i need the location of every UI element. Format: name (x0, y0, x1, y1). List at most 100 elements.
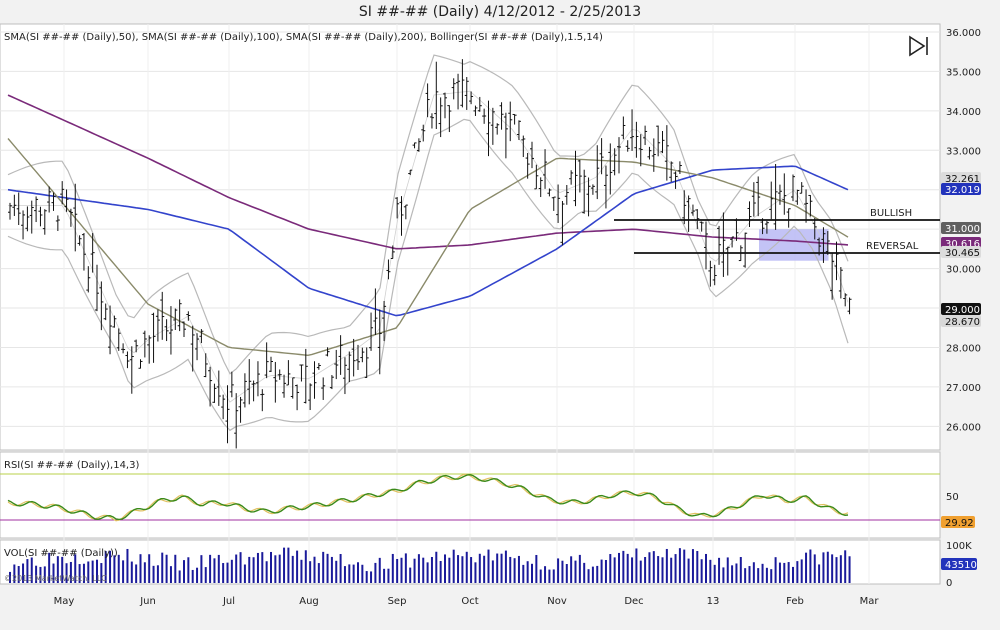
time-tick-4: Sep (388, 596, 407, 607)
price-bar-184 (808, 194, 813, 217)
time-tick-10: Mar (860, 596, 880, 607)
skip-end-icon[interactable] (909, 35, 928, 57)
volume-bar-187 (822, 552, 825, 583)
price-bar-189 (830, 252, 835, 300)
price-bar-82 (364, 347, 369, 378)
volume-bar-188 (826, 551, 829, 583)
price-bar-17 (81, 233, 86, 271)
volume-bar-146 (644, 557, 647, 583)
price-bar-176 (773, 163, 778, 230)
level-tag-4: 30.465 (941, 246, 981, 259)
price-bar-79 (351, 338, 356, 377)
price-bar-50 (225, 385, 230, 444)
volume-bar-127 (561, 560, 564, 583)
volume-bar-107 (474, 562, 477, 583)
price-bar-166 (730, 236, 735, 248)
price-bar-121 (534, 164, 539, 190)
price-bar-147 (647, 146, 652, 160)
price-bar-93 (412, 142, 417, 149)
volume-bar-145 (639, 560, 642, 583)
price-bar-143 (630, 109, 635, 151)
price-bar-138 (608, 143, 613, 195)
volume-bar-183 (805, 552, 808, 583)
volume-bar-95 (422, 557, 425, 583)
volume-bar-166 (731, 565, 734, 583)
price-bar-92 (408, 169, 413, 176)
volume-bar-168 (739, 557, 742, 583)
volume-bar-153 (674, 554, 677, 583)
volume-bar-170 (748, 566, 751, 583)
volume-bar-6 (35, 565, 38, 583)
rsi-tick-50: 50 (946, 492, 959, 503)
volume-bar-80 (357, 562, 359, 583)
volume-bar-53 (239, 552, 242, 583)
price-bar-112 (495, 123, 500, 135)
volume-bar-143 (631, 557, 634, 583)
price-bar-90 (399, 196, 404, 236)
volume-bar-125 (552, 569, 555, 583)
volume-bar-61 (274, 555, 277, 583)
price-bar-8 (42, 209, 47, 235)
price-bar-156 (686, 195, 691, 232)
price-bar-175 (769, 181, 774, 220)
volume-bar-57 (256, 552, 259, 583)
price-bar-146 (643, 125, 648, 146)
price-bar-13 (64, 189, 69, 212)
volume-bar-44 (200, 555, 203, 583)
volume-bar-131 (578, 554, 581, 583)
price-bar-132 (582, 169, 587, 214)
price-bar-77 (342, 357, 347, 395)
price-bar-111 (490, 107, 495, 145)
volume-bar-89 (396, 558, 399, 583)
price-bar-74 (329, 375, 334, 390)
price-bars (8, 59, 852, 449)
price-bar-172 (756, 176, 761, 217)
volume-bar-190 (835, 557, 838, 583)
price-indicator-label: SMA(SI ##-## (Daily),50), SMA(SI ##-## (… (4, 32, 603, 43)
price-bar-171 (751, 182, 756, 217)
price-bar-36 (164, 319, 169, 342)
price-bar-190 (834, 241, 839, 281)
price-bar-33 (151, 312, 156, 363)
price-bar-108 (477, 96, 482, 112)
price-bar-80 (356, 344, 360, 370)
price-bar-48 (216, 370, 221, 406)
volume-bar-152 (670, 557, 673, 583)
price-bar-94 (416, 138, 421, 152)
price-bar-70 (312, 361, 317, 399)
price-bar-18 (86, 266, 91, 293)
price-bar-10 (51, 192, 56, 211)
volume-bar-102 (452, 549, 455, 583)
price-bar-113 (499, 102, 504, 130)
price-bar-53 (238, 396, 243, 423)
price-bar-89 (395, 197, 400, 219)
price-bar-46 (208, 366, 213, 407)
volume-bar-54 (243, 564, 246, 583)
volume-bar-164 (722, 567, 725, 583)
volume-bar-133 (587, 569, 590, 583)
price-bar-148 (651, 138, 656, 172)
price-bar-163 (717, 225, 722, 265)
volume-bar-31 (143, 562, 146, 583)
price-bar-109 (482, 108, 487, 124)
volume-bar-77 (343, 566, 346, 583)
sma-200-line (7, 94, 849, 250)
price-tick-8: 28.000 (946, 343, 981, 354)
volume-bar-45 (204, 567, 207, 583)
price-bar-191 (838, 267, 843, 299)
volume-bar-103 (457, 555, 460, 583)
price-bar-58 (260, 389, 265, 412)
volume-bar-154 (678, 548, 681, 583)
volume-bar-51 (230, 559, 233, 583)
price-bar-86 (382, 300, 387, 342)
volume-bar-192 (844, 550, 847, 583)
price-bar-145 (638, 134, 643, 167)
volume-bar-110 (487, 549, 490, 583)
volume-bar-172 (757, 568, 760, 583)
svg-text:30.616: 30.616 (945, 239, 980, 250)
volume-bar-55 (248, 556, 251, 583)
volume-bar-150 (661, 557, 664, 583)
volume-bar-162 (713, 564, 716, 583)
price-bar-174 (764, 220, 769, 234)
